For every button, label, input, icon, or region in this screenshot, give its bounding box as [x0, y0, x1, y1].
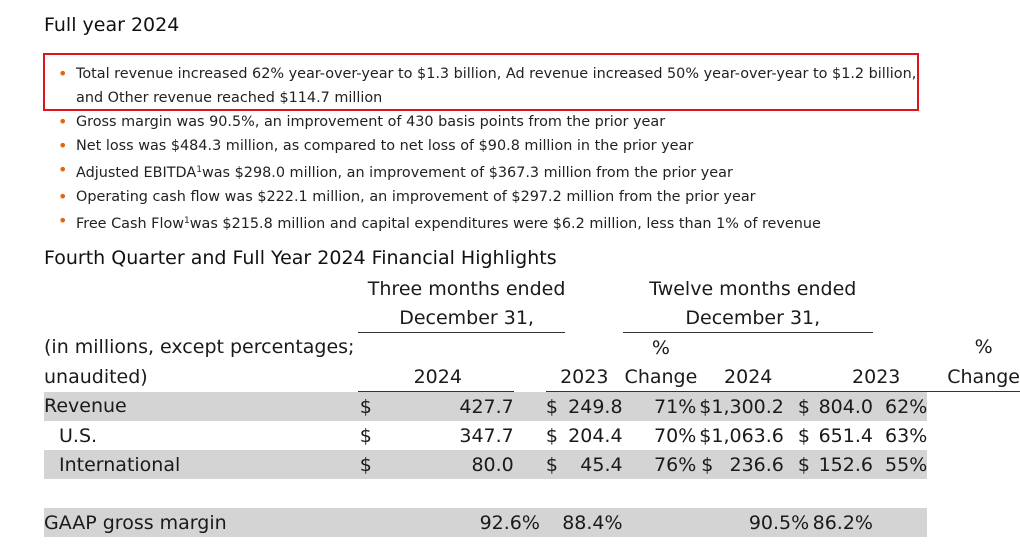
y-2023-value: 152.6 — [811, 450, 873, 479]
q-change-value: 76% — [622, 450, 700, 479]
currency-symbol: $ — [783, 450, 812, 479]
row-label: GAAP gross margin — [44, 508, 358, 537]
currency-symbol: $ — [701, 453, 714, 476]
year-2023-y: 2023 — [811, 362, 928, 392]
q-2023-value: 45.4 — [565, 450, 623, 479]
caption-row-1: (in millions, except percentages; % % — [44, 333, 1020, 363]
table-row-international: International $ 80.0 $ 45.4 76% $236.6 $… — [44, 450, 1020, 479]
q-2023-value: 204.4 — [568, 424, 623, 447]
bullet-dot-icon: • — [58, 187, 68, 206]
currency-symbol: $ — [357, 450, 394, 479]
bullet-dot-icon: • — [58, 136, 68, 155]
pct-header-y: % — [974, 336, 993, 359]
bullet-dot-icon: • — [58, 160, 68, 179]
bullet-gross-margin: • Gross margin was 90.5%, an improvement … — [58, 110, 938, 134]
q-2023-value: 249.8 — [565, 391, 623, 421]
bullet-dot-icon: • — [58, 112, 68, 131]
highlights-list: • Total revenue increased 62% year-over-y… — [58, 62, 938, 236]
bullet-dot-icon: • — [58, 64, 68, 83]
q-2024-value: 80.0 — [393, 450, 514, 479]
currency-symbol: $ — [357, 391, 394, 421]
group-header-row-1: Three months ended Twelve months ended — [44, 274, 1020, 303]
currency-symbol: $ — [359, 424, 372, 447]
y-2024-value: $1,063.6 — [699, 424, 784, 447]
table-caption-cont: unaudited) — [44, 365, 148, 388]
highlight-box — [43, 53, 919, 111]
currency-symbol: $ — [545, 450, 566, 479]
table-caption: (in millions, except percentages; — [44, 336, 355, 359]
bullet-free-cash-flow: • Free Cash Flow1was $215.8 million and c… — [58, 211, 821, 232]
three-months-header: Three months ended — [367, 277, 566, 300]
currency-symbol: $ — [545, 424, 559, 447]
bullet-net-loss: • Net loss was $484.3 million, as compare… — [58, 134, 938, 158]
footnote-marker: 1 — [184, 216, 190, 226]
q-2023-value: 88.4% — [545, 508, 623, 537]
table-row-us: U.S. $ 347.7 $ 204.4 70% $1,063.6 $ 651.… — [44, 421, 1020, 450]
y-2024-value: $1,300.2 — [699, 391, 784, 421]
table-title: Fourth Quarter and Full Year 2024 Financ… — [44, 247, 557, 269]
pct-change-q: Change — [622, 362, 700, 392]
y-2023-value: 804.0 — [811, 391, 873, 421]
q-2024-value: 347.7 — [459, 424, 514, 447]
pct-header-q: % — [651, 336, 670, 359]
twelve-months-header: Twelve months ended — [649, 277, 857, 300]
pct-change-y: Change — [927, 362, 1020, 392]
twelve-months-date: December 31, — [622, 303, 873, 333]
row-label: Revenue — [44, 391, 358, 421]
y-2024-value: 90.5% — [699, 508, 812, 537]
y-2023-value: 651.4 — [818, 424, 873, 447]
currency-symbol: $ — [783, 391, 812, 421]
caption-row-2: unaudited) 2024 2023 Change 2024 2023 Ch… — [44, 362, 1020, 392]
year-2024-y: 2024 — [699, 362, 812, 392]
table-row-revenue: Revenue $ 427.7 $ 249.8 71% $1,300.2 $ 8… — [44, 391, 1020, 421]
three-months-date: December 31, — [357, 303, 566, 333]
q-change-value: 71% — [622, 391, 700, 421]
currency-symbol: $ — [797, 424, 810, 447]
currency-symbol: $ — [545, 391, 566, 421]
spacer-row — [44, 479, 1020, 508]
q-2024-value: 427.7 — [393, 391, 514, 421]
bullet-dot-icon: • — [58, 211, 68, 230]
y-change-value: 55% — [872, 450, 928, 479]
q-2024-value: 92.6% — [357, 508, 546, 537]
bullet-adjusted-ebitda: • Adjusted EBITDA1was $298.0 million, an … — [58, 160, 733, 181]
group-header-row-2: December 31, December 31, — [44, 303, 1020, 333]
financial-highlights-table: Three months ended Twelve months ended D… — [44, 274, 1020, 537]
table-row-gross-margin: GAAP gross margin 92.6% 88.4% 90.5% 86.2… — [44, 508, 1020, 537]
bullet-total-revenue: • Total revenue increased 62% year-over-y… — [58, 64, 917, 106]
year-2024-q: 2024 — [357, 362, 514, 392]
year-2023-q: 2023 — [545, 362, 623, 392]
section-title: Full year 2024 — [44, 14, 180, 36]
y-change-value: 62% — [872, 391, 928, 421]
y-2024-value: $236.6 — [699, 450, 784, 479]
q-change-value: 70% — [654, 424, 697, 447]
y-2023-value: 86.2% — [811, 508, 873, 537]
row-label: International — [44, 450, 358, 479]
bullet-operating-cash-flow: • Operating cash flow was $222.1 million,… — [58, 185, 938, 209]
row-label: U.S. — [59, 424, 98, 447]
footnote-marker: 1 — [196, 165, 202, 175]
y-change-value: 63% — [885, 424, 928, 447]
